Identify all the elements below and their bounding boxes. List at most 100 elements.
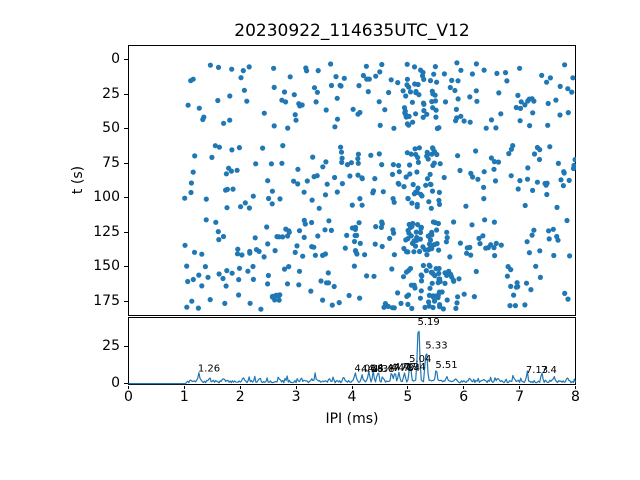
scatter-point: [515, 186, 521, 192]
scatter-point: [433, 114, 439, 120]
scatter-point: [372, 241, 378, 247]
scatter-point: [264, 224, 270, 230]
scatter-point: [313, 99, 319, 105]
histogram-axes: 1.26 4.064.184.34.384.474.714.774.844.945…: [128, 317, 576, 385]
scatter-point: [281, 266, 288, 272]
scatter-point: [495, 159, 502, 165]
scatter-point: [338, 149, 345, 155]
scatter-point: [261, 254, 267, 260]
y-tick-label: 0: [111, 51, 120, 67]
scatter-point: [493, 240, 499, 246]
scatter-point: [281, 89, 288, 95]
scatter-point: [292, 112, 298, 118]
y-tick: [124, 128, 128, 130]
scatter-point: [483, 245, 489, 251]
scatter-point: [444, 235, 450, 241]
scatter-point: [203, 196, 209, 202]
scatter-point: [426, 303, 432, 309]
scatter-point: [404, 293, 410, 299]
scatter-point: [417, 295, 423, 301]
scatter-point: [432, 64, 438, 70]
scatter-point: [226, 165, 232, 171]
scatter-point: [410, 181, 416, 188]
scatter-point: [431, 71, 437, 77]
scatter-point: [287, 74, 293, 80]
scatter-point: [357, 109, 363, 116]
scatter-point: [238, 204, 244, 210]
scatter-point: [458, 113, 464, 119]
scatter-point: [246, 64, 252, 70]
scatter-point: [529, 232, 535, 238]
peak-annotation: 4.06: [354, 364, 376, 375]
peak-annotation: 5.51: [435, 360, 457, 371]
scatter-point: [280, 143, 286, 149]
scatter-point: [449, 274, 455, 280]
scatter-point: [277, 196, 283, 202]
scatter-point: [420, 69, 426, 76]
scatter-point: [401, 184, 407, 190]
scatter-point: [339, 159, 345, 165]
scatter-point: [265, 281, 271, 287]
scatter-point: [522, 102, 528, 108]
scatter-point: [352, 226, 358, 232]
scatter-point: [427, 263, 433, 269]
scatter-point: [213, 219, 219, 225]
scatter-point: [406, 267, 412, 273]
y-tick-label: 50: [102, 120, 120, 137]
scatter-point: [454, 60, 460, 66]
scatter-point: [496, 90, 502, 96]
scatter-point: [279, 97, 285, 103]
scatter-point: [510, 143, 516, 149]
scatter-point: [436, 201, 443, 207]
scatter-point: [557, 83, 563, 89]
peak-annotation: 4.47: [377, 363, 399, 374]
scatter-point: [506, 151, 512, 157]
scatter-point: [296, 101, 302, 107]
y-tick-label: 25: [102, 85, 120, 102]
scatter-point: [447, 254, 453, 260]
scatter-point: [505, 264, 511, 270]
scatter-point: [398, 300, 404, 306]
scatter-point: [291, 178, 297, 184]
scatter-point: [428, 242, 434, 248]
scatter-point: [253, 161, 259, 167]
scatter-point: [329, 302, 335, 308]
scatter-point: [418, 224, 424, 230]
x-tick: [183, 385, 185, 389]
scatter-point: [424, 111, 430, 117]
scatter-point: [427, 285, 433, 291]
scatter-point: [547, 144, 553, 150]
histogram-line: [128, 330, 576, 385]
scatter-point: [236, 292, 242, 298]
scatter-point: [391, 230, 397, 236]
scatter-point: [196, 272, 202, 278]
scatter-point: [355, 151, 361, 157]
scatter-point: [545, 100, 551, 107]
scatter-point: [558, 177, 564, 183]
scatter-point: [234, 167, 240, 173]
scatter-point: [539, 72, 545, 78]
scatter-point: [454, 300, 460, 306]
scatter-point: [561, 170, 567, 176]
scatter-point: [389, 266, 395, 272]
scatter-point: [184, 263, 190, 269]
scatter-point: [308, 288, 314, 294]
scatter-point: [515, 92, 521, 98]
scatter-point: [381, 304, 387, 310]
scatter-point: [517, 105, 524, 111]
scatter-point: [458, 67, 464, 73]
scatter-point: [416, 248, 423, 255]
scatter-point: [473, 148, 479, 154]
scatter-point: [400, 274, 407, 280]
scatter-point: [304, 178, 310, 184]
scatter-point: [492, 253, 498, 259]
scatter-point: [241, 87, 247, 93]
scatter-point: [461, 291, 467, 297]
scatter-point: [364, 76, 370, 82]
scatter-point: [195, 305, 201, 311]
scatter-point: [235, 246, 241, 252]
scatter-point: [236, 277, 242, 283]
scatter-point: [504, 273, 510, 279]
scatter-point: [351, 238, 358, 245]
scatter-point: [356, 220, 362, 226]
